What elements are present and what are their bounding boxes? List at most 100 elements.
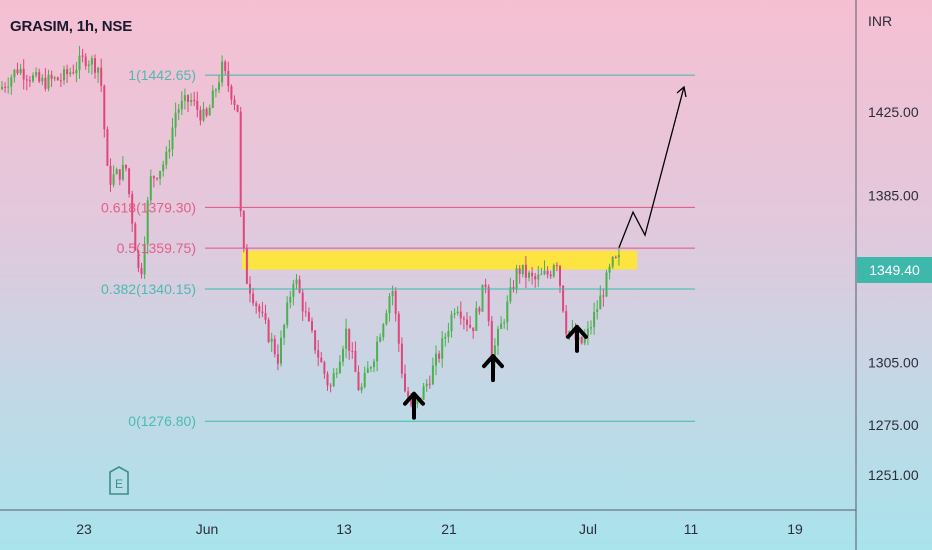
candle-body [183,95,186,101]
candle-body [565,311,568,334]
y-tick-label: 1425.00 [868,104,919,120]
candle-body [562,285,565,312]
candle-body [47,74,50,89]
candle-body [301,292,304,312]
candle-body [475,308,478,332]
candle-body [103,85,106,130]
candle-body [196,100,199,110]
candle-body [559,266,561,286]
candle-body [487,286,490,322]
candle-body [10,77,13,87]
x-tick-label: 19 [787,521,803,537]
candle-body [363,372,366,387]
candle-body [596,309,599,313]
candle-body [171,127,174,150]
candle-body [521,264,524,275]
candle-body [307,312,310,322]
candle-body [100,67,103,86]
candle-body [338,361,341,374]
candle-body [115,169,118,175]
fib-level-label: 0(1276.80) [128,413,196,429]
candle-body [459,311,462,319]
candle-body [245,248,248,284]
candle-body [53,77,56,79]
candle-body [109,165,112,185]
candle-body [583,335,586,344]
candle-body [490,321,493,361]
candle-body [174,112,177,128]
candle-body [168,149,171,152]
candle-body [555,265,558,267]
candle-body [379,337,382,342]
candle-body [599,295,602,310]
candle-body [35,72,38,76]
candle-body [394,290,397,314]
bottom-marker-arrow [482,354,504,383]
candle-body [369,367,372,369]
candle-body [506,301,509,323]
candle-body [320,357,323,363]
candle-body [469,324,472,328]
candle-body [239,111,242,212]
candle-body [121,164,124,180]
candle-body [546,270,549,275]
projection-arrowhead [676,85,687,98]
candle-body [149,176,152,201]
candle-body [509,287,512,302]
candle-body [407,391,410,401]
y-tick-label: 1305.00 [868,354,919,370]
candle-body [531,272,534,277]
candle-body [311,321,313,331]
candle-body [28,80,31,82]
candle-body [441,338,444,359]
candle-body [261,311,264,314]
candle-body [481,284,484,312]
candle-body [385,313,388,325]
x-tick-label: 13 [336,521,352,537]
earnings-event-icon[interactable]: E [108,466,130,496]
candle-body [140,267,143,275]
candle-body [66,69,69,75]
candle-body [59,80,62,82]
candle-body [214,89,217,91]
candle-body [56,77,59,81]
candle-body [472,327,475,332]
candle-body [326,373,329,386]
candle-body [552,265,555,277]
candle-body [453,313,456,315]
x-tick-label: 11 [684,521,699,537]
candle-body [354,351,357,372]
candle-body [221,61,224,83]
candle-body [608,266,611,273]
candle-body [382,324,385,338]
candle-body [106,129,109,166]
candle-body [376,341,379,362]
candle-body [611,256,614,267]
candle-body [590,327,592,329]
symbol-title: GRASIM, 1h, NSE [10,18,133,35]
candle-body [280,337,282,364]
candle-body [78,55,81,70]
y-tick-label: 1251.00 [868,467,919,483]
candle-body [295,279,298,285]
candle-body [87,64,90,66]
candle-body [224,61,227,72]
candle-body [177,109,180,113]
candle-body [416,397,419,405]
candle-body [75,69,78,74]
candle-body [152,176,155,179]
candle-body [156,178,158,180]
candle-body [351,350,354,352]
axis-currency: INR [868,13,892,29]
candle-body [143,244,146,275]
resistance-zone [242,250,637,270]
candle-body [134,223,137,251]
candle-body [264,313,267,320]
candle-body [218,82,220,90]
candle-body [242,211,245,249]
candle-body [428,383,431,385]
candle-body [614,256,617,258]
candle-body [348,328,351,351]
